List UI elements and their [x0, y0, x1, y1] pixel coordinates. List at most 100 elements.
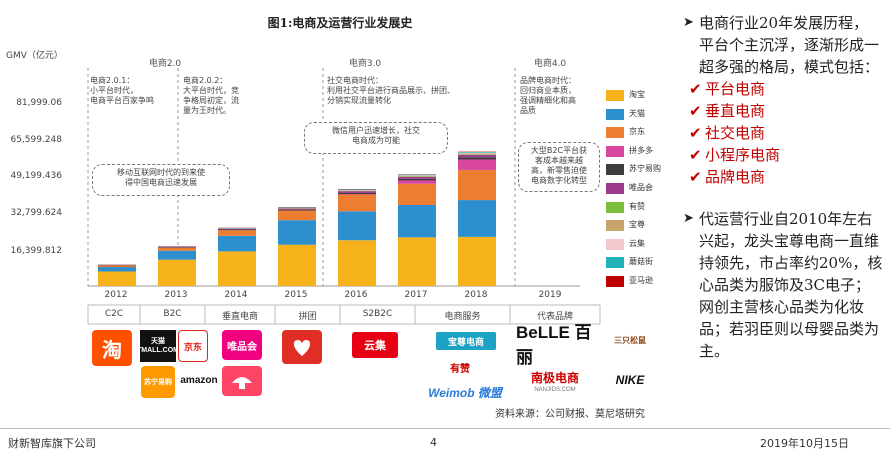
x-tick-label: 2013	[164, 290, 188, 300]
model-brands: 代表品牌	[536, 312, 573, 322]
x-tick-label: 2015	[284, 290, 308, 300]
squirrels-logo: 三只松鼠	[614, 335, 646, 345]
legend-label: 天猫	[629, 108, 645, 118]
model-group-buy: 拼团	[298, 312, 317, 322]
bar-segment	[458, 154, 496, 155]
bar-segment	[458, 236, 496, 286]
summary-text-ecommerce: 电商行业20年发展历程，平台个主沉浮，逐渐形成一超多强的格局，模式包括：	[699, 14, 880, 76]
bubble-b2c-cost: 大型B2C平台获 客成本越来越 高，新零售迫使 电商数字化转型	[518, 142, 600, 192]
legend-item: 宝尊	[606, 218, 676, 234]
bar-segment	[338, 189, 376, 191]
suning-logo: 苏宁易购	[141, 366, 175, 398]
pinduoduo-icon	[293, 340, 311, 356]
bar-segment	[338, 240, 376, 286]
legend-label: 亚马逊	[629, 276, 653, 285]
bar-segment	[458, 159, 496, 170]
legend-swatch	[606, 257, 624, 269]
summary-paragraph-operation: ➤ 代运营行业自2010年左右兴起，龙头宝尊电商一直维持领先，市占率约20%，核…	[683, 208, 883, 362]
right-panel: ➤ 电商行业20年发展历程，平台个主沉浮，逐渐形成一超多强的格局，模式包括： ✔…	[683, 12, 883, 362]
bar-segment	[458, 157, 496, 160]
checkmark-icon: ✔	[689, 124, 702, 142]
model-check-item: ✔ 平台电商	[683, 78, 883, 100]
checkmark-icon: ✔	[689, 80, 702, 98]
summary-text-operation: 代运营行业自2010年左右兴起，龙头宝尊电商一直维持领先，市占率约20%，核心品…	[699, 210, 883, 360]
model-c2c: C2C	[104, 309, 124, 319]
bar-segment	[398, 237, 436, 286]
era-note-platform-small: 电商2.0.1： 小平台时代， 电商平台百家争鸣	[90, 76, 154, 105]
model-checklist: ✔ 平台电商 ✔ 垂直电商 ✔ 社交电商 ✔ 小程序电商 ✔ 品牌电商	[683, 78, 883, 188]
model-check-label: 垂直电商	[705, 102, 766, 120]
bar-segment	[278, 244, 316, 286]
legend-label: 唯品会	[629, 183, 653, 192]
model-check-item: ✔ 小程序电商	[683, 144, 883, 166]
model-check-label: 社交电商	[705, 124, 766, 142]
bar-segment	[218, 251, 256, 286]
checkmark-icon: ✔	[689, 168, 702, 186]
legend-label: 有赞	[629, 201, 645, 211]
y-tick-label: 81,999.06	[16, 98, 62, 108]
legend-item: 淘宝	[606, 88, 676, 104]
legend-item: 京东	[606, 125, 676, 141]
tmall-logo: 天猫 TMALL.COM	[137, 330, 179, 362]
bar-segment	[398, 175, 436, 177]
source-note: 资料来源：公司财报、莫尼塔研究	[495, 409, 645, 420]
legend-label: 拼多多	[629, 145, 653, 155]
legend-swatch	[606, 90, 624, 101]
x-tick-label: 2018	[464, 290, 488, 300]
x-tick-label: 2017	[404, 290, 428, 300]
bar-segment	[338, 211, 376, 241]
bubble-mobile-internet: 移动互联网时代的到来使 得中国电商迅速发展	[92, 164, 230, 196]
x-tick-label: 2019	[538, 290, 562, 300]
legend-label: 宝尊	[629, 220, 645, 230]
y-axis-label: GMV（亿元）	[6, 51, 63, 61]
bar-segment	[158, 259, 196, 286]
era-label-4-0: 电商4.0	[533, 59, 567, 69]
legend-item: 拼多多	[606, 144, 676, 160]
belle-logo: BeLLE 百丽	[516, 323, 592, 367]
era-label-2-0: 电商2.0	[148, 59, 182, 69]
bar-segment	[278, 208, 316, 210]
nike-logo: NIKE	[615, 373, 645, 387]
legend-swatch	[606, 183, 624, 194]
legend-label: 京东	[629, 127, 645, 137]
figure-title: 图1:电商及运营行业发展史	[267, 16, 413, 30]
legend-swatch	[606, 127, 624, 139]
bar-segment	[158, 250, 196, 260]
legend-swatch	[606, 201, 624, 213]
yunji-logo: 云集	[352, 332, 398, 358]
y-tick-label: 49,199.436	[10, 171, 62, 181]
arrow-bullet-icon: ➤	[683, 211, 694, 226]
bar-segment	[218, 235, 256, 252]
bar-segment	[338, 192, 376, 195]
bar-segment	[398, 204, 436, 238]
bar-segment	[338, 190, 376, 191]
legend-label: 淘宝	[629, 90, 645, 99]
legend-swatch	[606, 220, 624, 232]
legend-swatch	[606, 108, 624, 120]
x-tick-label: 2012	[104, 290, 128, 300]
bar-segment	[398, 180, 436, 184]
summary-paragraph-ecommerce: ➤ 电商行业20年发展历程，平台个主沉浮，逐渐形成一超多强的格局，模式包括：	[683, 12, 883, 78]
y-tick-label: 32,799.624	[10, 208, 62, 218]
model-vertical: 垂直电商	[221, 312, 258, 322]
legend-item: 蘑菇街	[606, 255, 676, 271]
bar-segment	[98, 271, 136, 286]
bar-segment	[398, 174, 436, 176]
y-tick-label: 16,399.812	[10, 246, 62, 256]
model-check-item: ✔ 品牌电商	[683, 166, 883, 188]
arrow-bullet-icon: ➤	[683, 15, 694, 30]
bar-segment	[278, 210, 316, 221]
model-check-item: ✔ 垂直电商	[683, 100, 883, 122]
footer-divider	[0, 428, 890, 429]
legend-swatch	[606, 238, 624, 250]
legend-item: 云集	[606, 237, 676, 253]
model-check-label: 小程序电商	[705, 146, 781, 164]
bar-segment	[218, 230, 256, 236]
bar-segment	[458, 152, 496, 154]
taobao-logo: 淘	[92, 330, 132, 366]
y-tick-label: 65,599.248	[10, 135, 62, 145]
nanji-logo: 南极电商	[530, 370, 579, 385]
page-number: 4	[430, 436, 437, 449]
